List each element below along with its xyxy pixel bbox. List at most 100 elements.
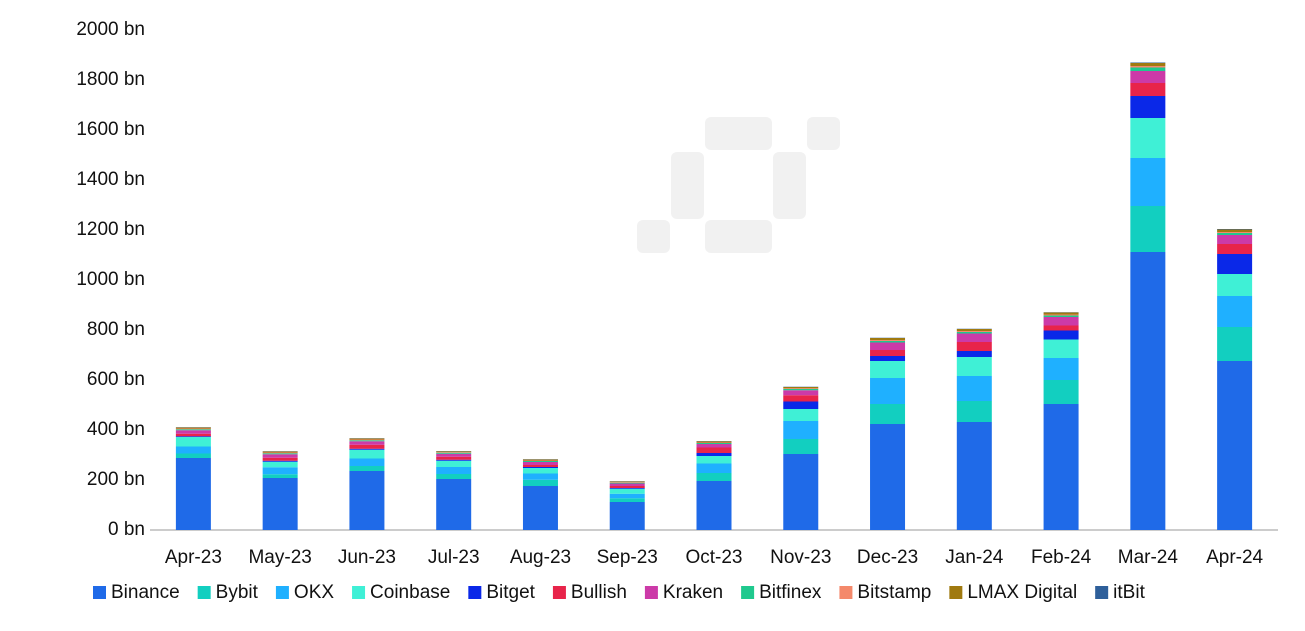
bar-segment: [696, 444, 732, 448]
bar-segment: [696, 453, 732, 456]
legend-label: Bitfinex: [759, 582, 822, 603]
legend-label: Binance: [111, 582, 180, 603]
legend-label: Bitstamp: [857, 582, 931, 603]
x-tick-label: Jul-23: [428, 547, 480, 568]
bar-segment: [522, 479, 558, 486]
bar-segment: [956, 376, 992, 401]
bar-segment: [1217, 232, 1253, 233]
legend-swatch: [644, 586, 658, 599]
bar-segment: [609, 483, 645, 486]
bar-segment: [436, 453, 472, 457]
bar-segment: [609, 493, 645, 499]
bar-segment: [262, 478, 298, 530]
bar-segment: [956, 422, 992, 530]
bar-segment: [956, 329, 992, 331]
bar-segment: [1043, 404, 1079, 530]
bar-segment: [262, 474, 298, 478]
y-tick-label: 600 bn: [87, 369, 145, 390]
bar-segment: [262, 461, 298, 468]
bar-segment: [783, 390, 819, 396]
legend-swatch: [741, 586, 755, 599]
bar-segment: [870, 341, 906, 343]
bar-segment: [783, 454, 819, 530]
y-tick-label: 1600 bn: [76, 119, 145, 140]
bar-segment: [783, 439, 819, 454]
bar-segment: [349, 458, 385, 466]
bar-segment: [1130, 71, 1166, 83]
x-tick-label: Nov-23: [770, 547, 831, 568]
legend-label: Bybit: [216, 582, 259, 603]
bar-segment: [1043, 314, 1079, 316]
bar-segment: [262, 452, 298, 454]
bar-segment: [1043, 330, 1079, 340]
bar-segment: [1043, 317, 1079, 326]
legend-label: LMAX Digital: [967, 582, 1077, 603]
legend-swatch: [197, 586, 211, 599]
x-tick-label: Sep-23: [597, 547, 658, 568]
x-tick-label: Apr-24: [1206, 547, 1263, 568]
y-tick-label: 2000 bn: [76, 19, 145, 40]
bar-segment: [436, 479, 472, 530]
legend-swatch: [839, 586, 853, 599]
bar-segment: [870, 350, 906, 356]
bar-segment: [956, 401, 992, 422]
x-tick-label: Jun-23: [338, 547, 396, 568]
bar-segment: [609, 481, 645, 483]
bar-segment: [175, 430, 211, 434]
x-tick-label: May-23: [248, 547, 311, 568]
bar-segment: [1217, 229, 1253, 232]
legend-swatch: [552, 586, 566, 599]
bar-segment: [349, 439, 385, 441]
bar-segment: [1217, 233, 1253, 235]
bar-segment: [1043, 315, 1079, 317]
y-tick-label: 200 bn: [87, 469, 145, 490]
watermark: [637, 117, 840, 253]
y-tick-label: 400 bn: [87, 419, 145, 440]
bar-segment: [609, 498, 645, 502]
bar-segment: [1043, 339, 1079, 358]
bar-segment: [870, 424, 906, 530]
bar-segment: [175, 436, 211, 437]
y-tick-label: 800 bn: [87, 319, 145, 340]
bar-segment: [609, 482, 645, 484]
bar-segment: [1130, 206, 1166, 252]
legend-swatch: [93, 586, 106, 599]
bar-segment: [1130, 66, 1166, 68]
x-tick-label: Apr-23: [165, 547, 222, 568]
bar-segment: [696, 456, 732, 464]
bar-segment: [870, 356, 906, 361]
legend-label: Kraken: [663, 582, 723, 603]
bar-segment: [1043, 312, 1079, 315]
bar-segment: [175, 453, 211, 458]
bar-segment: [870, 340, 906, 341]
x-tick-label: Dec-23: [857, 547, 918, 568]
bar-segment: [696, 442, 732, 443]
bar-segment: [956, 331, 992, 332]
bar-segment: [436, 467, 472, 474]
bar-segment: [175, 428, 211, 430]
bar-segment: [349, 448, 385, 450]
legend-swatch: [949, 586, 963, 599]
bar-segment: [1217, 254, 1253, 274]
bar-segment: [262, 454, 298, 458]
bar-segment: [870, 378, 906, 404]
bar-segment: [870, 338, 906, 340]
y-tick-label: 1000 bn: [76, 269, 145, 290]
bar-segment: [783, 401, 819, 409]
bar-segment: [956, 333, 992, 342]
bar-segment: [696, 463, 732, 473]
bar-segment: [1130, 62, 1166, 63]
bar-segment: [1217, 296, 1253, 327]
bar-segment: [696, 447, 732, 453]
bar-segment: [436, 459, 472, 461]
bar-segment: [870, 361, 906, 378]
bar-segment: [870, 342, 906, 350]
bar-segment: [1043, 325, 1079, 331]
y-tick-label: 1400 bn: [76, 169, 145, 190]
bar-segment: [783, 388, 819, 389]
legend-label: Bullish: [571, 582, 627, 603]
bar-segment: [609, 482, 645, 483]
bar-segment: [1130, 67, 1166, 71]
bar-segment: [1217, 235, 1253, 244]
legend-label: Coinbase: [370, 582, 450, 603]
